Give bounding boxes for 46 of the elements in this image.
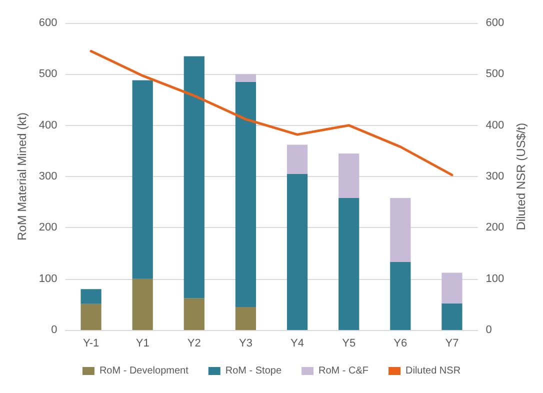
bar (80, 304, 102, 330)
x-tick-label: Y2 (187, 338, 201, 350)
y2-tick-label: 200 (486, 222, 504, 234)
y-tick-label: 100 (38, 272, 58, 285)
y2-tick-label: 300 (486, 170, 504, 182)
x-tick-label: Y4 (290, 338, 304, 350)
bar (132, 80, 153, 279)
y2-tick-label: 400 (486, 119, 504, 132)
legend-label: Diluted NSR (406, 366, 461, 376)
bar (184, 298, 204, 330)
bar (390, 262, 411, 330)
bar (184, 56, 204, 298)
bar (235, 82, 256, 307)
bar (132, 278, 153, 330)
x-tick-label: Y5 (342, 338, 356, 350)
y2-tick-label: 500 (486, 68, 504, 80)
legend-label: RoM - Development (99, 366, 189, 376)
bar (286, 174, 308, 330)
bar (80, 289, 102, 304)
x-tick-label: Y3 (238, 338, 252, 350)
bar (442, 272, 462, 304)
y2-tick-label: 600 (486, 17, 504, 29)
bar (235, 74, 256, 82)
bar (442, 303, 462, 330)
y-axis-title: RoM Material Mined (kt) (15, 112, 29, 241)
y2-tick-label: 100 (486, 272, 504, 285)
legend-label: RoM - Stope (225, 366, 282, 376)
bar (235, 306, 256, 330)
x-tick-label: Y1 (136, 338, 150, 350)
y-tick-label: 600 (38, 17, 58, 29)
y2-tick-label: 0 (486, 324, 492, 336)
y2-axis-title: Diluted NSR (US$/t) (514, 122, 528, 230)
y-tick-label: 0 (51, 324, 58, 336)
bar (338, 153, 360, 198)
x-tick-label: Y7 (445, 338, 459, 350)
x-tick-label: Y-1 (82, 338, 100, 350)
bar (390, 198, 411, 262)
y-tick-label: 300 (38, 170, 58, 182)
bar (338, 198, 360, 330)
legend-label: RoM - C&F (318, 366, 369, 376)
y-tick-label: 500 (38, 68, 58, 80)
bar (286, 144, 308, 174)
line-series (90, 50, 454, 176)
y-tick-label: 200 (38, 222, 58, 234)
x-tick-label: Y6 (394, 338, 408, 350)
y-tick-label: 400 (38, 119, 58, 132)
